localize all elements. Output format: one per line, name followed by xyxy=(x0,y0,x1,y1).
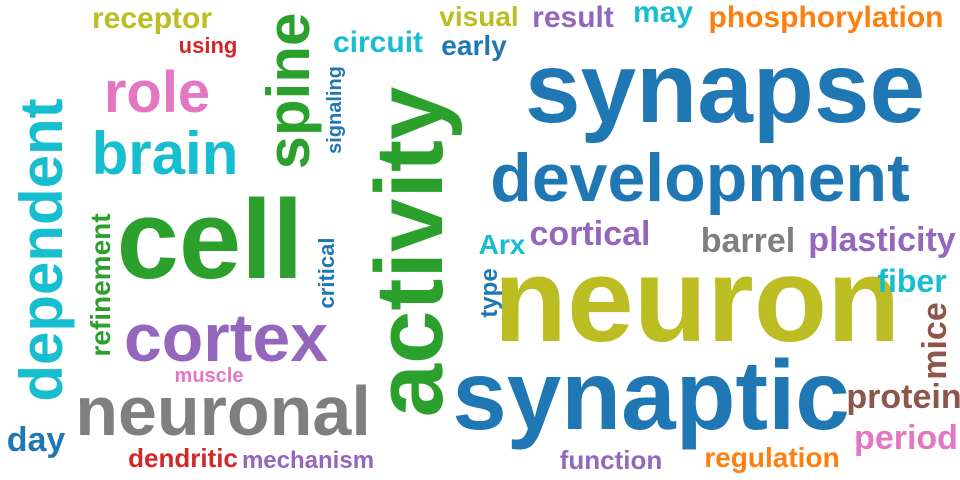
word-barrel: barrel xyxy=(700,222,796,260)
word-plasticity: plasticity xyxy=(808,221,956,259)
word-result: result xyxy=(532,1,614,34)
word-signaling: signaling xyxy=(324,66,346,154)
word-day: day xyxy=(6,421,66,459)
word-mice: mice xyxy=(916,302,954,380)
word-critical: critical xyxy=(314,237,339,309)
word-neuron: neuron xyxy=(493,233,901,367)
word-cell: cell xyxy=(116,177,304,302)
word-cortical: cortical xyxy=(529,215,651,253)
word-early: early xyxy=(441,30,507,61)
word-dependent: dependent xyxy=(8,98,75,402)
word-brain: brain xyxy=(91,120,239,187)
word-development: development xyxy=(490,140,910,216)
word-phosphorylation: phosphorylation xyxy=(708,1,944,34)
word-role: role xyxy=(103,60,211,125)
word-muscle: muscle xyxy=(174,365,244,387)
word-neuronal: neuronal xyxy=(75,372,371,450)
word-mechanism: mechanism xyxy=(241,447,375,474)
word-cortex: cortex xyxy=(123,300,329,376)
word-activity: activity xyxy=(356,86,463,418)
word-protein: protein xyxy=(846,378,960,416)
word-regulation: regulation xyxy=(704,442,840,473)
word-type: type xyxy=(476,268,503,318)
word-circuit: circuit xyxy=(332,26,424,59)
word-synapse: synapse xyxy=(524,32,926,144)
word-synaptic: synaptic xyxy=(452,340,850,450)
word-receptor: receptor xyxy=(91,2,213,35)
word-spine: spine xyxy=(255,12,322,170)
word-fiber: fiber xyxy=(877,263,947,299)
word-refinement: refinement xyxy=(85,213,116,357)
word-dendritic: dendritic xyxy=(128,443,238,473)
word-may: may xyxy=(632,0,694,29)
word-visual: visual xyxy=(439,1,519,32)
word-arx: Arx xyxy=(478,229,526,260)
word-using: using xyxy=(178,33,238,58)
word-period: period xyxy=(854,419,958,457)
word-function: function xyxy=(559,445,663,475)
